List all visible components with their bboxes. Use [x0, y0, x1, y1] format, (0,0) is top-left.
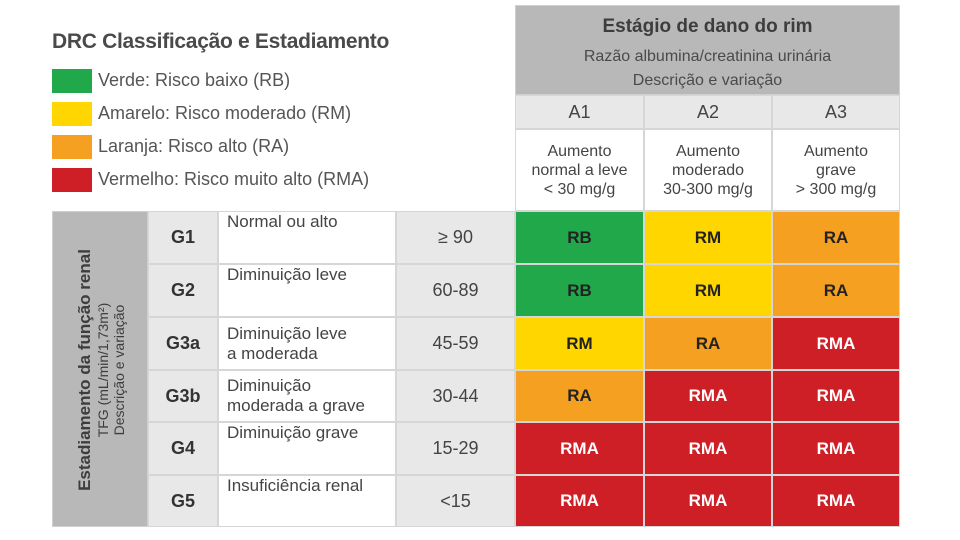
risk-cell-g5-a3: RMA	[772, 475, 900, 527]
row-desc-g5: Insuficiência renal	[218, 475, 396, 527]
row-range-g3b: 30-44	[396, 370, 515, 422]
row-desc-g1-line1: Normal ou alto	[227, 212, 338, 231]
risk-cell-g2-a3: RA	[772, 264, 900, 317]
risk-cell-g4-a1: RMA	[515, 422, 644, 475]
risk-cell-g3b-a1: RA	[515, 370, 644, 422]
column-desc-a2-line2: moderado	[671, 161, 745, 179]
legend-item-green: Verde: Risco baixo (RB)	[52, 67, 452, 95]
column-desc-a3-line2: grave	[815, 161, 857, 179]
risk-cell-g2-a2: RM	[644, 264, 772, 317]
albuminuria-title: Estágio de dano do rim	[602, 16, 813, 37]
column-desc-a2: Aumento moderado 30-300 mg/g	[644, 129, 772, 211]
gfr-header-text: Estadiamento da função renal TFG (mL/min…	[75, 220, 127, 520]
column-header-a1: A1	[515, 95, 644, 129]
row-desc-g3a-line2: a moderada	[227, 343, 318, 363]
legend-label-red: Vermelho: Risco muito alto (RMA)	[98, 169, 370, 189]
row-desc-g3b-line2: moderada a grave	[227, 396, 365, 415]
page-title: DRC Classificação e Estadiamento	[52, 30, 390, 53]
column-desc-a3: Aumento grave > 300 mg/g	[772, 129, 900, 211]
risk-cell-g5-a1: RMA	[515, 475, 644, 527]
row-code-g4: G4	[148, 422, 218, 475]
legend-swatch-red	[52, 168, 92, 192]
column-desc-a2-line1: Aumento	[675, 142, 741, 160]
row-desc-g2-line1: Diminuição leve	[227, 265, 347, 284]
gfr-subtitle-1: TFG (mL/min/1,73m²)	[95, 302, 111, 438]
gfr-subtitle-2: Descrição e variação	[111, 304, 127, 436]
row-desc-g5-line1: Insuficiência renal	[227, 476, 364, 495]
row-desc-g3a: Diminuição leve a moderada	[218, 317, 396, 370]
row-code-g5: G5	[148, 475, 218, 527]
legend-item-red: Vermelho: Risco muito alto (RMA)	[52, 166, 452, 194]
albuminuria-subtitle-2: Descrição e variação	[632, 72, 783, 89]
column-desc-a2-line3: 30-300 mg/g	[663, 180, 753, 198]
column-desc-a3-line3: > 300 mg/g	[795, 180, 877, 198]
legend-item-yellow: Amarelo: Risco moderado (RM)	[52, 100, 452, 128]
legend-label-yellow: Amarelo: Risco moderado (RM)	[98, 103, 352, 123]
row-desc-g1: Normal ou alto	[218, 211, 396, 264]
risk-cell-g4-a2: RMA	[644, 422, 772, 475]
legend-label-orange: Laranja: Risco alto (RA)	[98, 136, 290, 156]
risk-cell-g3b-a3: RMA	[772, 370, 900, 422]
row-range-g3a: 45-59	[396, 317, 515, 370]
legend-swatch-orange	[52, 135, 92, 159]
column-desc-a1-line3: < 30 mg/g	[543, 180, 616, 198]
legend-item-orange: Laranja: Risco alto (RA)	[52, 133, 452, 161]
row-range-g5: <15	[396, 475, 515, 527]
gfr-title: Estadiamento da função renal	[75, 249, 94, 491]
risk-cell-g1-a1: RB	[515, 211, 644, 264]
risk-cell-g5-a2: RMA	[644, 475, 772, 527]
column-header-a3: A3	[772, 95, 900, 129]
row-code-g1: G1	[148, 211, 218, 264]
column-desc-a1: Aumento normal a leve < 30 mg/g	[515, 129, 644, 211]
risk-cell-g1-a3: RA	[772, 211, 900, 264]
gfr-header: Estadiamento da função renal TFG (mL/min…	[52, 211, 148, 527]
legend-swatch-green	[52, 69, 92, 93]
row-code-g3b: G3b	[148, 370, 218, 422]
risk-cell-g3a-a3: RMA	[772, 317, 900, 370]
row-range-g4: 15-29	[396, 422, 515, 475]
risk-cell-g4-a3: RMA	[772, 422, 900, 475]
risk-cell-g3a-a2: RA	[644, 317, 772, 370]
risk-cell-g1-a2: RM	[644, 211, 772, 264]
row-desc-g4-line1: Diminuição grave	[227, 423, 359, 442]
row-code-g3a: G3a	[148, 317, 218, 370]
column-desc-a1-line1: Aumento	[547, 142, 612, 160]
row-desc-g3a-line1: Diminuição leve	[227, 323, 347, 343]
albuminuria-subtitle-1: Razão albumina/creatinina urinária	[583, 48, 832, 65]
row-desc-g2: Diminuição leve	[218, 264, 396, 317]
legend-swatch-yellow	[52, 102, 92, 126]
column-header-a2: A2	[644, 95, 772, 129]
row-code-g2: G2	[148, 264, 218, 317]
row-desc-g3b: Diminuição moderada a grave	[218, 370, 396, 422]
row-desc-g4: Diminuição grave	[218, 422, 396, 475]
row-range-g1: ≥ 90	[396, 211, 515, 264]
column-desc-a1-line2: normal a leve	[531, 161, 628, 179]
row-desc-g3b-line1: Diminuição	[227, 376, 312, 395]
albuminuria-header: Estágio de dano do rim Razão albumina/cr…	[515, 5, 900, 95]
legend-label-green: Verde: Risco baixo (RB)	[98, 70, 291, 90]
risk-cell-g3b-a2: RMA	[644, 370, 772, 422]
risk-cell-g3a-a1: RM	[515, 317, 644, 370]
risk-cell-g2-a1: RB	[515, 264, 644, 317]
row-range-g2: 60-89	[396, 264, 515, 317]
column-desc-a3-line1: Aumento	[803, 142, 869, 160]
